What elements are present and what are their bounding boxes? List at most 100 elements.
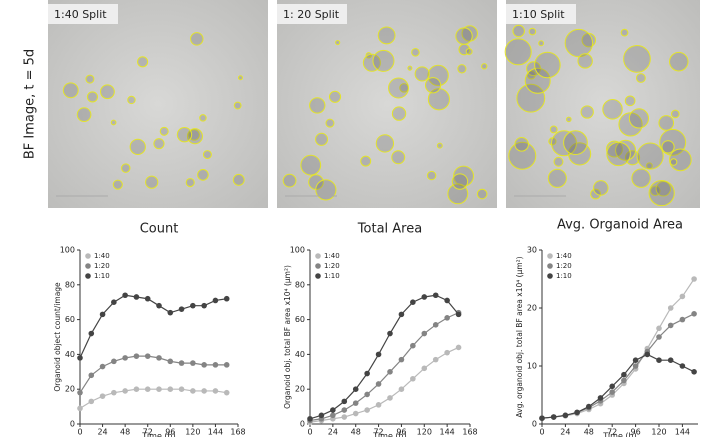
organoid [669,51,689,72]
y-tick-label: 100 [60,246,75,255]
organoid [436,142,443,149]
data-point [122,292,128,299]
legend-label: 1:10 [324,272,340,280]
organoid [565,116,572,123]
organoid [159,126,169,136]
data-point [223,362,230,368]
image-label: 1:40 Split [54,8,107,21]
data-point [190,388,196,394]
organoid [524,67,551,94]
organoid [391,150,406,165]
y-tick-label: 20 [65,385,75,394]
organoid [602,99,623,120]
y-tick-label: 20 [527,304,537,313]
data-point [632,363,639,369]
organoid [534,51,561,79]
x-tick-label: 0 [539,428,544,437]
data-point [410,342,416,349]
organoid [309,97,326,114]
organoid [580,105,594,119]
data-point [609,389,615,395]
data-point [609,383,615,390]
organoid [658,115,675,131]
organoid [232,173,245,186]
legend-label: 1:20 [324,262,340,270]
organoid [631,168,651,188]
data-point [667,357,674,364]
legend-label: 1:20 [556,262,572,270]
data-point [667,305,674,311]
data-point [212,388,219,394]
organoid [669,158,678,166]
label-bg [48,4,118,24]
x-axis-label: Time (h) [602,432,636,438]
label-bg [277,4,347,24]
data-point [597,395,604,401]
data-point [77,355,83,361]
x-tick-label: 120 [651,428,666,437]
organoid [414,66,430,82]
organoid [300,154,322,176]
organoid [538,40,545,47]
data-point [621,377,627,384]
organoid [100,84,115,100]
organoid [606,141,631,167]
organoid [388,77,410,99]
data-point [88,372,95,379]
series-line [79,355,227,394]
data-point [167,309,174,316]
data-point [133,353,140,359]
data-point [398,356,405,363]
y-tick-label: 60 [65,315,75,324]
organoid [512,24,525,38]
data-point [223,389,230,396]
data-point [387,395,393,401]
data-point [656,325,662,332]
data-point [375,381,382,387]
data-point [318,412,325,419]
data-point [330,412,336,419]
organoid [593,180,609,196]
data-point [167,358,174,365]
organoid [508,141,537,170]
y-axis-label: Organoid obj. total BF area x10⁴ (µm²) [283,265,292,409]
legend-label: 1:40 [94,252,110,260]
x-tick-label: 120 [185,428,200,437]
y-tick-label: 0 [300,420,305,429]
chart-title: Avg. Organoid Area [557,218,683,233]
organoid [202,150,212,160]
organoid [628,108,650,129]
y-tick-label: 100 [290,246,305,255]
organoid [661,140,675,154]
organoid [145,175,159,189]
organoid [110,119,117,126]
data-point [341,414,348,420]
data-point [122,388,128,394]
legend-marker [547,253,553,259]
x-tick-label: 120 [417,428,432,437]
y-tick-label: 40 [295,350,305,359]
data-point [656,357,662,364]
image-label: 1:10 Split [512,8,565,21]
data-point [562,412,569,419]
organoid [426,170,437,181]
data-point [410,375,416,382]
x-axis-label: Time (h) [372,432,406,438]
y-tick-label: 20 [295,385,305,394]
organoid [127,95,136,105]
x-tick-label: 168 [230,428,245,437]
x-tick-label: 96 [396,428,406,437]
data-point [574,409,580,416]
x-tick-label: 48 [120,428,130,437]
data-point [212,362,219,368]
x-tick-label: 0 [307,428,312,437]
data-point [156,355,162,361]
organoid [407,65,413,71]
micrograph [48,0,268,208]
organoid [528,27,537,36]
legend-label: 1:40 [324,252,340,260]
data-point [352,386,359,393]
data-point [679,293,686,300]
x-tick-label: 168 [462,428,477,437]
organoid [360,155,372,167]
